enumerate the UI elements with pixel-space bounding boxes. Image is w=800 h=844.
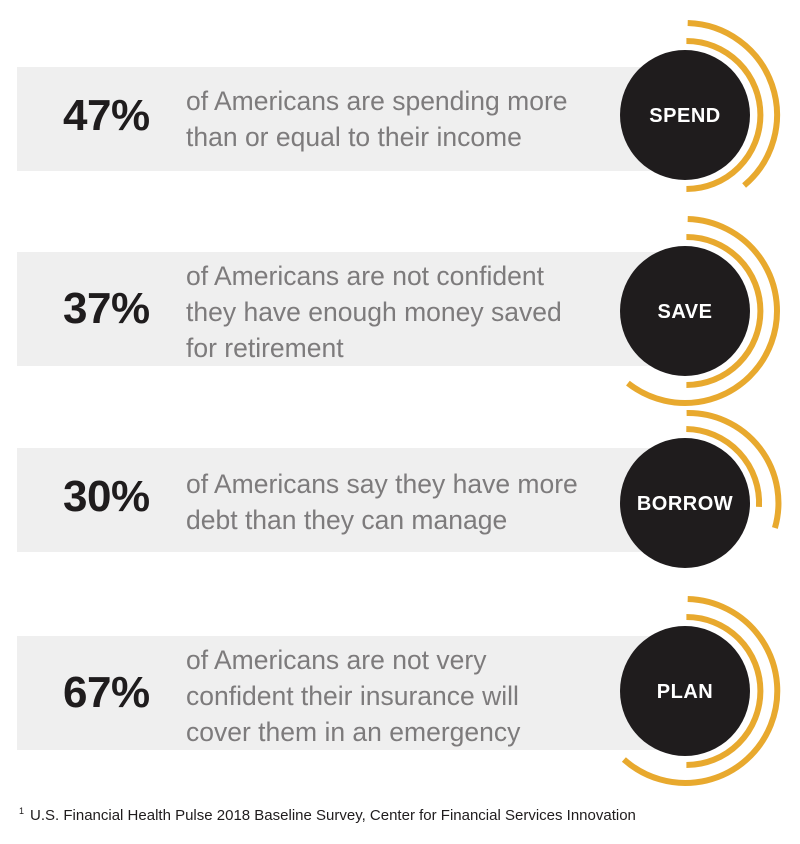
stat-description-line: confident their insurance will [186, 681, 519, 711]
save-label: SAVE [658, 301, 713, 323]
stat-description-line: debt than they can manage [186, 505, 508, 535]
stat-description-line: than or equal to their income [186, 122, 522, 152]
plan-inner-arc [686, 614, 764, 768]
stat-description-line: of Americans are not very [186, 645, 487, 675]
stat-description-line: of Americans are not confident [186, 261, 544, 291]
stat-description: of Americans say they have more debt tha… [186, 466, 626, 538]
spend-circle [620, 50, 750, 180]
plan-circle [620, 626, 750, 756]
borrow-ring-icon: BORROW [620, 409, 782, 568]
stat-card-borrow: 30% of Americans say they have more debt… [0, 389, 800, 589]
borrow-label: BORROW [637, 493, 733, 515]
stat-percent: 47% [63, 91, 150, 140]
stat-band [17, 252, 677, 366]
stat-percent: 30% [63, 472, 150, 521]
save-outer-arc [626, 216, 780, 406]
borrow-inner-arc [686, 426, 763, 508]
stat-card-save: 37% of Americans are not confident they … [0, 195, 800, 406]
plan-ring-icon: PLAN [620, 596, 781, 786]
stat-description-line: of Americans say they have more [186, 469, 578, 499]
borrow-outer-arc [686, 409, 782, 529]
footnote-text: U.S. Financial Health Pulse 2018 Baselin… [30, 807, 636, 824]
stat-band [17, 636, 677, 750]
spend-label: SPEND [649, 105, 720, 127]
save-inner-arc [686, 234, 764, 388]
footnote: 1 U.S. Financial Health Pulse 2018 Baseli… [19, 806, 636, 824]
plan-label: PLAN [657, 681, 713, 703]
spend-inner-arc [686, 38, 764, 192]
plan-outer-arc [621, 596, 781, 786]
stat-band [17, 448, 677, 552]
stat-description-line: cover them in an emergency [186, 717, 521, 747]
save-ring-icon: SAVE [620, 216, 780, 406]
spend-ring-icon: SPEND [620, 20, 781, 192]
stat-description: of Americans are not very confident thei… [186, 642, 626, 750]
stat-description-line: for retirement [186, 333, 344, 363]
stat-card-spend: 47% of Americans are spending more than … [0, 0, 800, 200]
save-circle [620, 246, 750, 376]
footnote-marker: 1 [19, 806, 25, 816]
stat-description-line: they have enough money saved [186, 297, 562, 327]
stat-description-line: of Americans are spending more [186, 86, 568, 116]
stat-band [17, 67, 677, 171]
stat-percent: 37% [63, 284, 150, 333]
stat-description: of Americans are spending more than or e… [186, 83, 626, 155]
stat-percent: 67% [63, 668, 150, 717]
borrow-circle [620, 438, 750, 568]
stat-description: of Americans are not confident they have… [186, 258, 626, 366]
stat-card-plan: 67% of Americans are not very confident … [0, 583, 800, 786]
spend-outer-arc [687, 20, 781, 188]
